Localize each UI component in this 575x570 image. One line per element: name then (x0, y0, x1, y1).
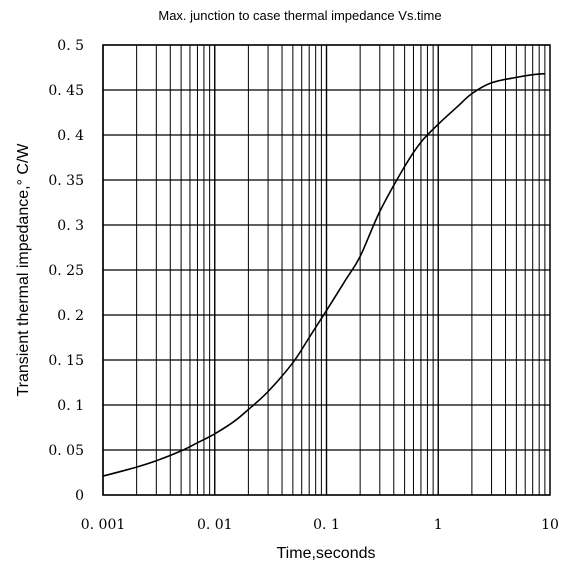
y-tick-label-4: 0. 2 (57, 308, 84, 324)
x-tick-label-3: 1 (434, 517, 443, 533)
y-tick-label-1: 0. 05 (48, 443, 84, 459)
y-tick-label-10: 0. 5 (57, 38, 84, 54)
y-tick-label-0: 0 (75, 488, 84, 504)
y-tick-label-9: 0. 45 (48, 83, 84, 99)
x-tick-label-2: 0. 1 (313, 517, 340, 533)
x-tick-label-0: 0. 001 (81, 517, 126, 533)
y-tick-label-5: 0. 25 (48, 263, 84, 279)
y-tick-label-8: 0. 4 (57, 128, 84, 144)
x-axis-label: Time,seconds (277, 545, 376, 562)
y-axis-label: Transient thermal impedance,° C/W (15, 143, 32, 397)
grid (102, 44, 550, 496)
y-tick-label-3: 0. 15 (48, 353, 84, 369)
y-tick-label-2: 0. 1 (57, 398, 84, 414)
series-line (102, 73, 545, 477)
x-tick-label-1: 0. 01 (197, 517, 233, 533)
y-tick-label-7: 0. 35 (48, 173, 84, 189)
y-tick-label-6: 0. 3 (57, 218, 84, 234)
x-tick-label-4: 10 (541, 517, 559, 533)
x-tick-labels: 0. 001 0. 01 0. 1 1 10 (81, 517, 559, 533)
chart-title: Max. junction to case thermal impedance … (158, 8, 441, 23)
y-tick-labels: 0 0. 05 0. 1 0. 15 0. 2 0. 25 0. 3 0. 35 0. 4 0. … (48, 38, 84, 504)
plot-area-border (102, 44, 551, 496)
